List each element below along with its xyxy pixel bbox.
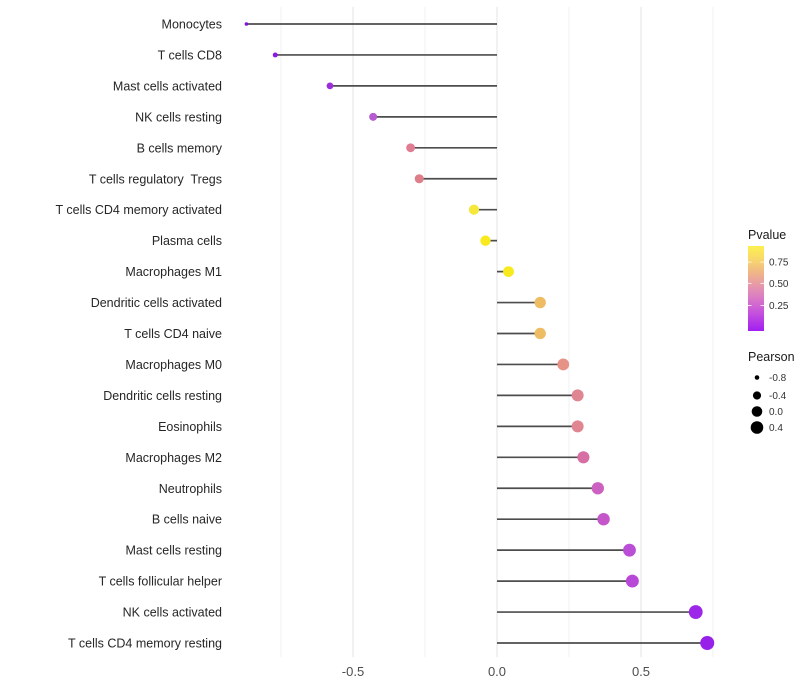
lollipop-point	[688, 605, 703, 619]
lollipop-point	[625, 574, 639, 588]
y-axis-label: Monocytes	[162, 18, 222, 32]
y-axis-label: T cells follicular helper	[99, 575, 222, 589]
y-axis-label: T cells CD4 naive	[124, 327, 222, 341]
y-axis-label: B cells naive	[152, 513, 222, 527]
lollipop-point	[534, 296, 546, 309]
lollipop-point	[272, 52, 278, 58]
pvalue-tick-label: 0.25	[769, 301, 789, 312]
pearson-legend-label: -0.4	[769, 391, 787, 402]
y-axis-label: Dendritic cells resting	[103, 389, 222, 403]
lollipop-point	[591, 482, 604, 495]
x-tick-label: 0.5	[632, 664, 650, 679]
pearson-legend: Pearson -0.8 -0.4 0.0 0.4	[748, 350, 795, 434]
lollipop-point	[414, 174, 424, 184]
pearson-legend-label: -0.8	[769, 373, 787, 384]
pearson-legend-title: Pearson	[748, 350, 795, 364]
lollipop-point	[571, 420, 584, 433]
pvalue-tick-label: 0.75	[769, 258, 789, 269]
y-axis-label: NK cells resting	[135, 110, 222, 124]
pearson-legend-dot	[750, 421, 764, 434]
gridlines	[280, 7, 714, 657]
y-axis-label: Macrophages M1	[125, 265, 222, 279]
lollipop-point	[406, 143, 416, 153]
pearson-legend-dot	[754, 375, 760, 380]
lollipop-point	[244, 22, 249, 26]
lollipop-point	[571, 389, 584, 402]
lollipop-point	[369, 112, 378, 121]
y-axis-label: B cells memory	[137, 141, 223, 155]
lollipop-rows: Monocytes T cells CD8 Mast cells activated…	[56, 18, 715, 651]
lollipop-point	[700, 636, 715, 650]
lollipop-point	[597, 512, 610, 526]
pvalue-legend: Pvalue 0.75 0.50 0.25	[748, 228, 789, 331]
pearson-legend-label: 0.0	[769, 407, 783, 418]
lollipop-point	[468, 204, 480, 215]
x-tick-label: 0.0	[488, 664, 506, 679]
y-axis-label: Plasma cells	[152, 234, 222, 248]
lollipop-point	[623, 543, 636, 557]
pearson-legend-dot	[752, 391, 762, 400]
lollipop-point	[577, 451, 590, 464]
pearson-legend-label: 0.4	[769, 423, 783, 434]
pvalue-colorbar	[748, 246, 764, 331]
lollipop-point	[557, 358, 570, 371]
y-axis-label: Eosinophils	[158, 420, 222, 434]
x-axis: -0.5 0.0 0.5	[342, 664, 650, 679]
y-axis-label: T cells CD8	[158, 48, 222, 62]
pvalue-legend-title: Pvalue	[748, 228, 786, 242]
pearson-legend-dot	[751, 406, 763, 417]
y-axis-label: T cells CD4 memory activated	[56, 203, 223, 217]
y-axis-label: T cells regulatory Tregs	[89, 172, 222, 186]
lollipop-point	[326, 82, 334, 90]
y-axis-label: Neutrophils	[159, 482, 222, 496]
y-axis-label: Macrophages M0	[125, 358, 222, 372]
y-axis-label: NK cells activated	[123, 606, 222, 620]
y-axis-label: Dendritic cells activated	[91, 296, 222, 310]
y-axis-label: Mast cells activated	[113, 79, 222, 93]
y-axis-label: Mast cells resting	[125, 544, 222, 558]
x-tick-label: -0.5	[342, 664, 364, 679]
lollipop-point	[480, 235, 491, 246]
lollipop-point	[534, 327, 546, 340]
y-axis-label: T cells CD4 memory resting	[68, 637, 222, 651]
y-axis-label: Macrophages M2	[125, 451, 222, 465]
pvalue-tick-label: 0.50	[769, 279, 789, 290]
lollipop-point	[503, 266, 514, 278]
